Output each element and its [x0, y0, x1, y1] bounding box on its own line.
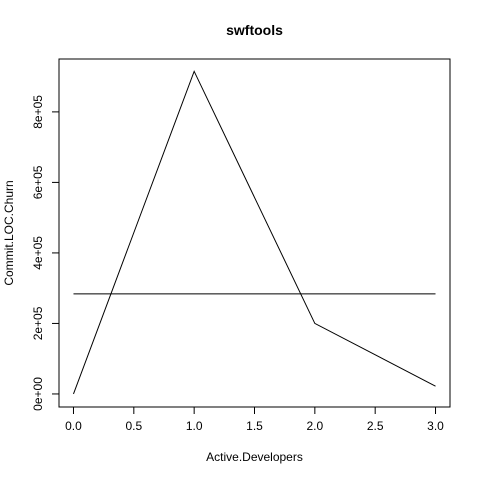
series-line-churn	[73, 70, 436, 395]
y-tick-label: 8e+05	[31, 95, 45, 129]
y-tick-label: 2e+05	[31, 306, 45, 340]
x-tick-label: 0.5	[125, 419, 142, 433]
x-tick-label: 2.5	[367, 419, 384, 433]
y-tick-label: 6e+05	[31, 165, 45, 199]
x-tick-label: 1.0	[186, 419, 203, 433]
y-axis-label: Commit.LOC.Churn	[2, 180, 16, 285]
x-tick-label: 2.0	[306, 419, 323, 433]
plot-frame	[58, 58, 451, 408]
x-axis-label: Active.Developers	[206, 450, 303, 464]
y-tick-label: 4e+05	[31, 236, 45, 270]
x-tick-label: 3.0	[427, 419, 444, 433]
y-tick-label: 0e+00	[31, 377, 45, 411]
y-axis: 0e+00 2e+05 4e+05 6e+05 8e+05	[31, 95, 60, 411]
chart-title: swftools	[226, 22, 283, 38]
x-tick-label: 0.0	[65, 419, 82, 433]
x-tick-label: 1.5	[246, 419, 263, 433]
series-layer	[73, 70, 436, 395]
x-axis: 0.0 0.5 1.0 1.5 2.0 2.5 3.0	[65, 406, 444, 433]
